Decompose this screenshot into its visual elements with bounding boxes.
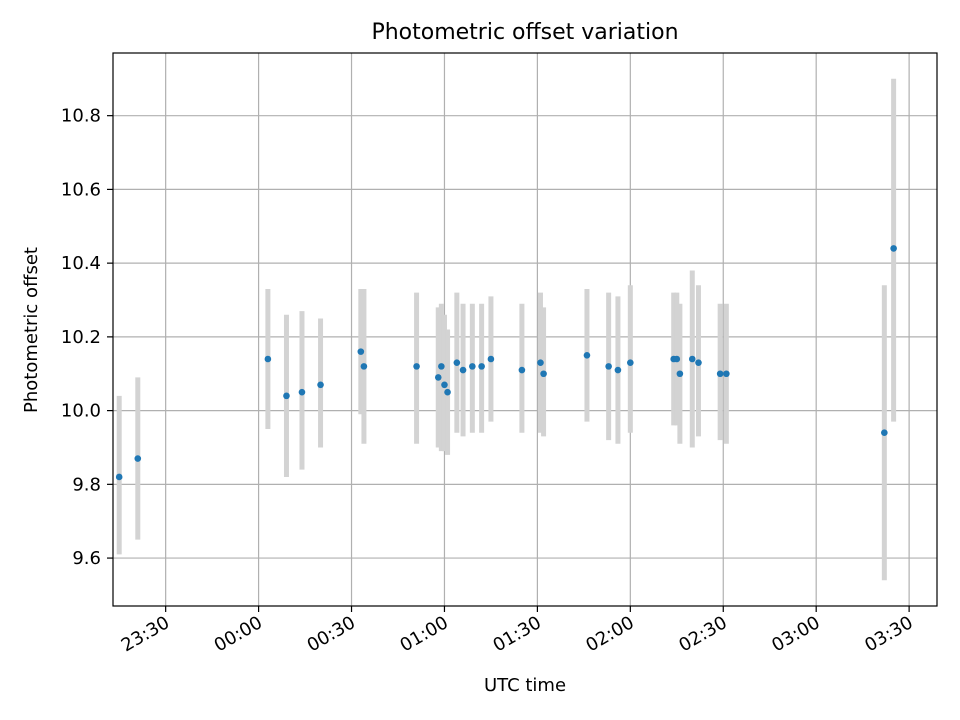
data-point — [434, 374, 442, 381]
x-axis-label: UTC time — [484, 675, 566, 696]
data-point — [317, 381, 324, 389]
data-point — [478, 363, 485, 370]
data-point — [723, 370, 730, 378]
data-point — [695, 359, 702, 366]
y-axis-label: Photometric offset — [21, 247, 42, 413]
data-point — [264, 355, 272, 363]
y-tick-label: 10.4 — [61, 253, 101, 274]
data-point — [357, 348, 365, 355]
data-point — [438, 363, 445, 370]
data-point — [469, 363, 476, 370]
data-point — [518, 366, 526, 374]
data-point — [688, 355, 696, 363]
plot-area-frame — [112, 52, 938, 607]
data-point — [881, 429, 888, 437]
y-tick-label: 10.8 — [61, 106, 101, 127]
grid — [113, 53, 937, 606]
y-tick-label: 10.0 — [61, 401, 101, 422]
y-tick-label: 10.2 — [61, 327, 101, 348]
data-point — [890, 245, 897, 252]
data-point — [134, 455, 142, 462]
data-point — [605, 363, 612, 370]
data-point — [673, 355, 681, 363]
y-tick-label: 9.8 — [72, 474, 101, 495]
data-point — [444, 388, 451, 396]
data-point — [298, 388, 306, 396]
data-point — [583, 352, 591, 359]
data-point — [627, 359, 634, 366]
data-point — [614, 366, 622, 374]
data-point — [537, 359, 544, 366]
data-point — [360, 363, 368, 370]
data-point — [676, 370, 684, 378]
data-point — [441, 381, 448, 389]
data-point — [716, 370, 724, 378]
data-points — [115, 245, 897, 481]
y-tick-label: 10.6 — [61, 179, 101, 200]
data-point — [459, 366, 467, 374]
data-point — [453, 359, 461, 366]
data-point — [540, 370, 547, 378]
data-point — [283, 392, 290, 400]
data-point — [487, 355, 495, 363]
data-point — [413, 363, 420, 370]
chart-title: Photometric offset variation — [371, 20, 678, 45]
y-tick-label: 9.6 — [72, 548, 101, 569]
data-point — [115, 473, 123, 481]
